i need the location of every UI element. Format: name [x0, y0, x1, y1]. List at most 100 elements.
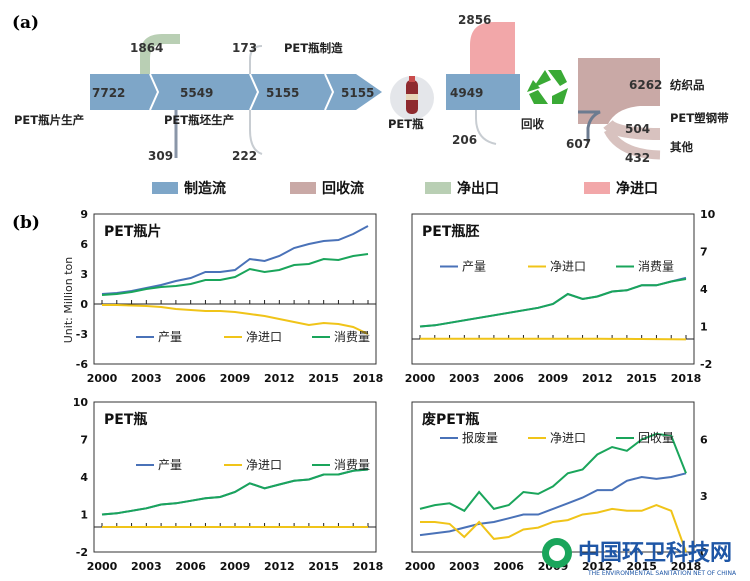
net-import-flow — [470, 22, 515, 74]
x-tick-label: 2012 — [582, 372, 613, 385]
x-tick-label: 2006 — [175, 372, 206, 385]
node-preform-production: PET瓶坯生产 — [164, 113, 234, 127]
value-432: 432 — [625, 151, 650, 165]
legend-label-1: 产量 — [158, 330, 182, 344]
y-tick-label: 4 — [80, 471, 88, 484]
x-tick-label: 2015 — [308, 560, 339, 573]
x-tick-label: 2018 — [353, 560, 384, 573]
recycle-icon — [527, 70, 568, 104]
loss-line-222 — [249, 110, 263, 155]
legend-label-2: 净进口 — [550, 260, 586, 274]
x-tick-label: 2012 — [582, 560, 613, 573]
y-tick-label: 6 — [80, 238, 88, 251]
x-tick-label: 2000 — [405, 372, 436, 385]
series-line-2 — [102, 304, 369, 335]
y-tick-label: 4 — [700, 283, 708, 296]
y-tick-label: 9 — [80, 208, 88, 221]
x-tick-label: 2015 — [626, 372, 657, 385]
value-2856: 2856 — [458, 13, 491, 27]
node-recycle: 回收 — [521, 117, 544, 131]
value-504: 504 — [625, 122, 650, 136]
series-line-3 — [419, 432, 687, 513]
value-206: 206 — [452, 133, 477, 147]
value-5155-b: 5155 — [341, 86, 374, 100]
panel-a-letter: (a) — [12, 13, 39, 33]
watermark-en: THE ENVIRONMENTAL SANITATION NET OF CHIN… — [587, 570, 737, 577]
loss-line-173 — [249, 45, 263, 74]
x-tick-label: 2015 — [308, 372, 339, 385]
value-222: 222 — [232, 149, 257, 163]
x-tick-label: 2000 — [87, 372, 118, 385]
node-textile: 纺织品 — [670, 78, 705, 92]
x-tick-label: 2018 — [671, 560, 702, 573]
y-tick-label: 7 — [700, 246, 708, 259]
panel-b-letter: (b) — [12, 213, 40, 233]
x-tick-label: 2012 — [264, 372, 295, 385]
series-line-3 — [101, 253, 369, 296]
value-4949: 4949 — [450, 86, 483, 100]
y-tick-label: 1 — [700, 321, 708, 334]
legend-label-3: 回收量 — [638, 431, 674, 445]
x-tick-label: 2012 — [264, 560, 295, 573]
y-tick-label: -2 — [76, 546, 88, 559]
recycle-loss-607 — [578, 110, 601, 142]
node-pet-bottle: PET瓶 — [388, 117, 424, 131]
watermark: 中国环卫科技网 THE ENVIRONMENTAL SANITATION NET… — [542, 538, 737, 577]
y-tick-label: -3 — [76, 328, 88, 341]
y-tick-label: 10 — [73, 396, 89, 409]
recycle-flow-other — [603, 127, 661, 160]
legend-net-export: 净出口 — [457, 180, 499, 197]
x-tick-label: 2009 — [538, 372, 569, 385]
node-other: 其他 — [670, 140, 693, 154]
series-line-1 — [419, 472, 687, 537]
watermark-cn: 中国环卫科技网 — [578, 541, 732, 566]
legend-label-1: 报废量 — [462, 430, 498, 445]
recycle-flow-textile — [578, 58, 660, 124]
net-export-flow — [140, 34, 180, 74]
y-tick-label: 0 — [80, 298, 88, 311]
y-tick-label: 1 — [80, 509, 88, 522]
legend-swatch-recycle — [290, 182, 316, 194]
x-tick-label: 2009 — [220, 560, 251, 573]
chart-title: 废PET瓶 — [422, 411, 479, 428]
x-tick-label: 2018 — [671, 372, 702, 385]
x-tick-label: 2003 — [449, 372, 480, 385]
x-tick-label: 2000 — [405, 560, 436, 573]
value-5155-a: 5155 — [266, 86, 299, 100]
y-tick-label: -6 — [76, 358, 89, 371]
legend-swatch-net-import — [584, 182, 610, 194]
legend-label-1: 产量 — [462, 260, 486, 274]
series-line-2 — [420, 504, 687, 553]
chart-title: PET瓶 — [104, 411, 147, 428]
value-173: 173 — [232, 41, 257, 55]
x-tick-label: 2015 — [626, 560, 657, 573]
x-tick-label: 2003 — [449, 560, 480, 573]
value-6262: 6262 — [629, 78, 662, 92]
value-5549: 5549 — [180, 86, 213, 100]
x-tick-label: 2003 — [131, 560, 162, 573]
legend-label-2: 净进口 — [550, 431, 586, 445]
legend-swatch-manufacturing — [152, 182, 178, 194]
series-line-2 — [420, 337, 687, 341]
series-line-3 — [101, 468, 369, 516]
value-309: 309 — [148, 149, 173, 163]
y-tick-label: 0 — [700, 546, 708, 559]
legend-label-1: 产量 — [158, 458, 182, 472]
x-tick-label: 2018 — [353, 372, 384, 385]
node-bottle-manufacturing: PET瓶制造 — [284, 41, 343, 55]
x-tick-label: 2009 — [220, 372, 251, 385]
legend-label-3: 消费量 — [334, 330, 370, 344]
legend-recycle: 回收流 — [322, 180, 364, 197]
x-tick-label: 2000 — [87, 560, 118, 573]
legend-label-3: 消费量 — [638, 260, 674, 274]
y-tick-label: 6 — [700, 434, 708, 447]
node-flake-production: PET瓶片生产 — [14, 113, 84, 127]
value-1864: 1864 — [130, 41, 163, 55]
x-tick-label: 2006 — [493, 372, 524, 385]
value-7722: 7722 — [92, 86, 125, 100]
recycle-flow-strap — [603, 119, 661, 140]
